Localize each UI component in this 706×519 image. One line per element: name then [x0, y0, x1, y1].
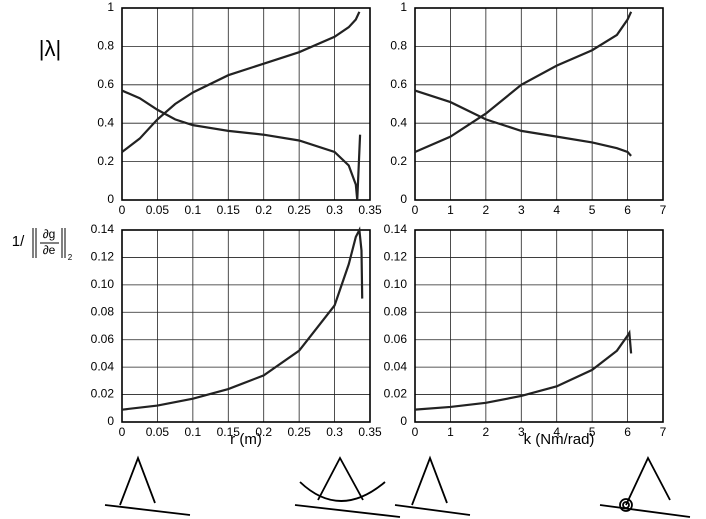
y-tick-label: 0.04 — [91, 359, 115, 373]
data-line — [414, 89, 632, 157]
plot-frame — [121, 229, 371, 423]
x-tick-label: 0.05 — [146, 425, 170, 439]
pendulum-icons — [104, 455, 691, 518]
y-tick-label: 0.4 — [97, 115, 114, 129]
y-tick-label: 0.6 — [97, 77, 114, 91]
x-tick-label: 0.2 — [255, 203, 272, 217]
x-tick-label: 0.25 — [287, 203, 311, 217]
data-line — [121, 89, 362, 201]
x-tick-label: 4 — [553, 203, 560, 217]
x-tick-label: 6 — [624, 203, 631, 217]
x-tick-label: 3 — [518, 425, 525, 439]
x-tick-label: 0 — [119, 425, 126, 439]
x-tick-label: 7 — [660, 203, 667, 217]
x-tick-label: 4 — [553, 425, 560, 439]
y-tick-label: 0.14 — [91, 222, 115, 236]
y-tick-label: 0 — [107, 414, 114, 428]
y-axis-label: 1/ — [12, 233, 25, 250]
data-line — [414, 329, 633, 411]
y-tick-label: 0.04 — [384, 359, 408, 373]
x-tick-label: 0 — [412, 425, 419, 439]
x-tick-label: 0.25 — [287, 425, 311, 439]
x-tick-label: 0.05 — [146, 203, 170, 217]
y-tick-label: 0.6 — [390, 77, 407, 91]
y-tick-label: 0.12 — [91, 250, 115, 264]
y-axis-label: ∂e — [43, 243, 56, 257]
x-tick-label: 5 — [589, 425, 596, 439]
y-tick-label: 0.8 — [97, 39, 114, 53]
x-tick-label: 7 — [660, 425, 667, 439]
x-tick-label: 2 — [483, 425, 490, 439]
data-line — [121, 11, 361, 153]
x-tick-label: 0 — [412, 203, 419, 217]
x-tick-label: 0.1 — [185, 425, 202, 439]
x-tick-label: 0.35 — [358, 203, 382, 217]
y-axis-label: ∂g — [43, 227, 56, 241]
y-tick-label: 0.06 — [91, 332, 115, 346]
y-axis-label: 2 — [68, 253, 73, 262]
y-tick-label: 0.4 — [390, 115, 407, 129]
plot-frame — [414, 7, 664, 201]
x-tick-label: 6 — [624, 425, 631, 439]
x-axis-label: r (m) — [230, 431, 262, 448]
x-tick-label: 0 — [119, 203, 126, 217]
x-axis-label: k (Nm/rad) — [524, 431, 595, 448]
y-axis-label: |λ| — [39, 36, 61, 61]
x-tick-label: 0.15 — [217, 425, 241, 439]
y-tick-label: 0.08 — [384, 304, 408, 318]
y-tick-label: 0.12 — [384, 250, 408, 264]
plot-frame — [121, 7, 371, 201]
x-tick-label: 0.1 — [185, 203, 202, 217]
x-tick-label: 0.3 — [326, 425, 343, 439]
y-tick-label: 0 — [400, 192, 407, 206]
y-tick-label: 0.14 — [384, 222, 408, 236]
y-tick-label: 1 — [400, 0, 407, 14]
y-tick-label: 0 — [107, 192, 114, 206]
x-tick-label: 0.15 — [217, 203, 241, 217]
x-tick-label: 2 — [483, 203, 490, 217]
y-tick-label: 0.8 — [390, 39, 407, 53]
y-tick-label: 0.2 — [97, 154, 114, 168]
plot-frame — [414, 229, 664, 423]
data-line — [414, 11, 633, 154]
x-tick-label: 5 — [589, 203, 596, 217]
y-tick-label: 1 — [107, 0, 114, 14]
y-tick-label: 0.02 — [91, 387, 115, 401]
data-line — [121, 226, 364, 411]
y-tick-label: 0.06 — [384, 332, 408, 346]
x-tick-label: 3 — [518, 203, 525, 217]
x-tick-label: 0.3 — [326, 203, 343, 217]
x-tick-label: 0.35 — [358, 425, 382, 439]
x-tick-label: 0.2 — [255, 425, 272, 439]
y-tick-label: 0.10 — [384, 277, 408, 291]
y-tick-label: 0 — [400, 414, 407, 428]
x-tick-label: 1 — [447, 425, 454, 439]
x-tick-label: 1 — [447, 203, 454, 217]
y-tick-label: 0.2 — [390, 154, 407, 168]
y-tick-label: 0.02 — [384, 387, 408, 401]
y-tick-label: 0.10 — [91, 277, 115, 291]
y-tick-label: 0.08 — [91, 304, 115, 318]
